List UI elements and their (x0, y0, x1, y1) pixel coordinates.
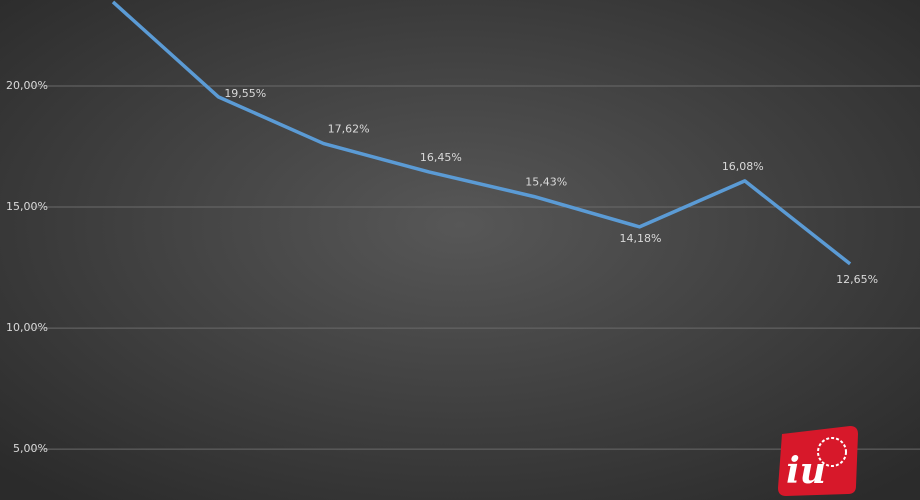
data-label: 15,43% (525, 176, 567, 189)
data-label: 14,18% (620, 232, 662, 245)
y-tick-label: 15,00% (6, 200, 48, 213)
y-tick-label: 5,00% (13, 442, 48, 455)
data-label: 16,45% (420, 151, 462, 164)
y-tick-label: 20,00% (6, 79, 48, 92)
data-label: 19,55% (224, 87, 266, 100)
logo: iu (778, 426, 858, 496)
data-label: 17,62% (328, 123, 370, 136)
y-tick-label: 10,00% (6, 321, 48, 334)
data-label: 12,65% (836, 273, 878, 286)
logo-text: iu (786, 450, 826, 492)
data-line (111, 0, 852, 266)
data-label: 16,08% (722, 160, 764, 173)
